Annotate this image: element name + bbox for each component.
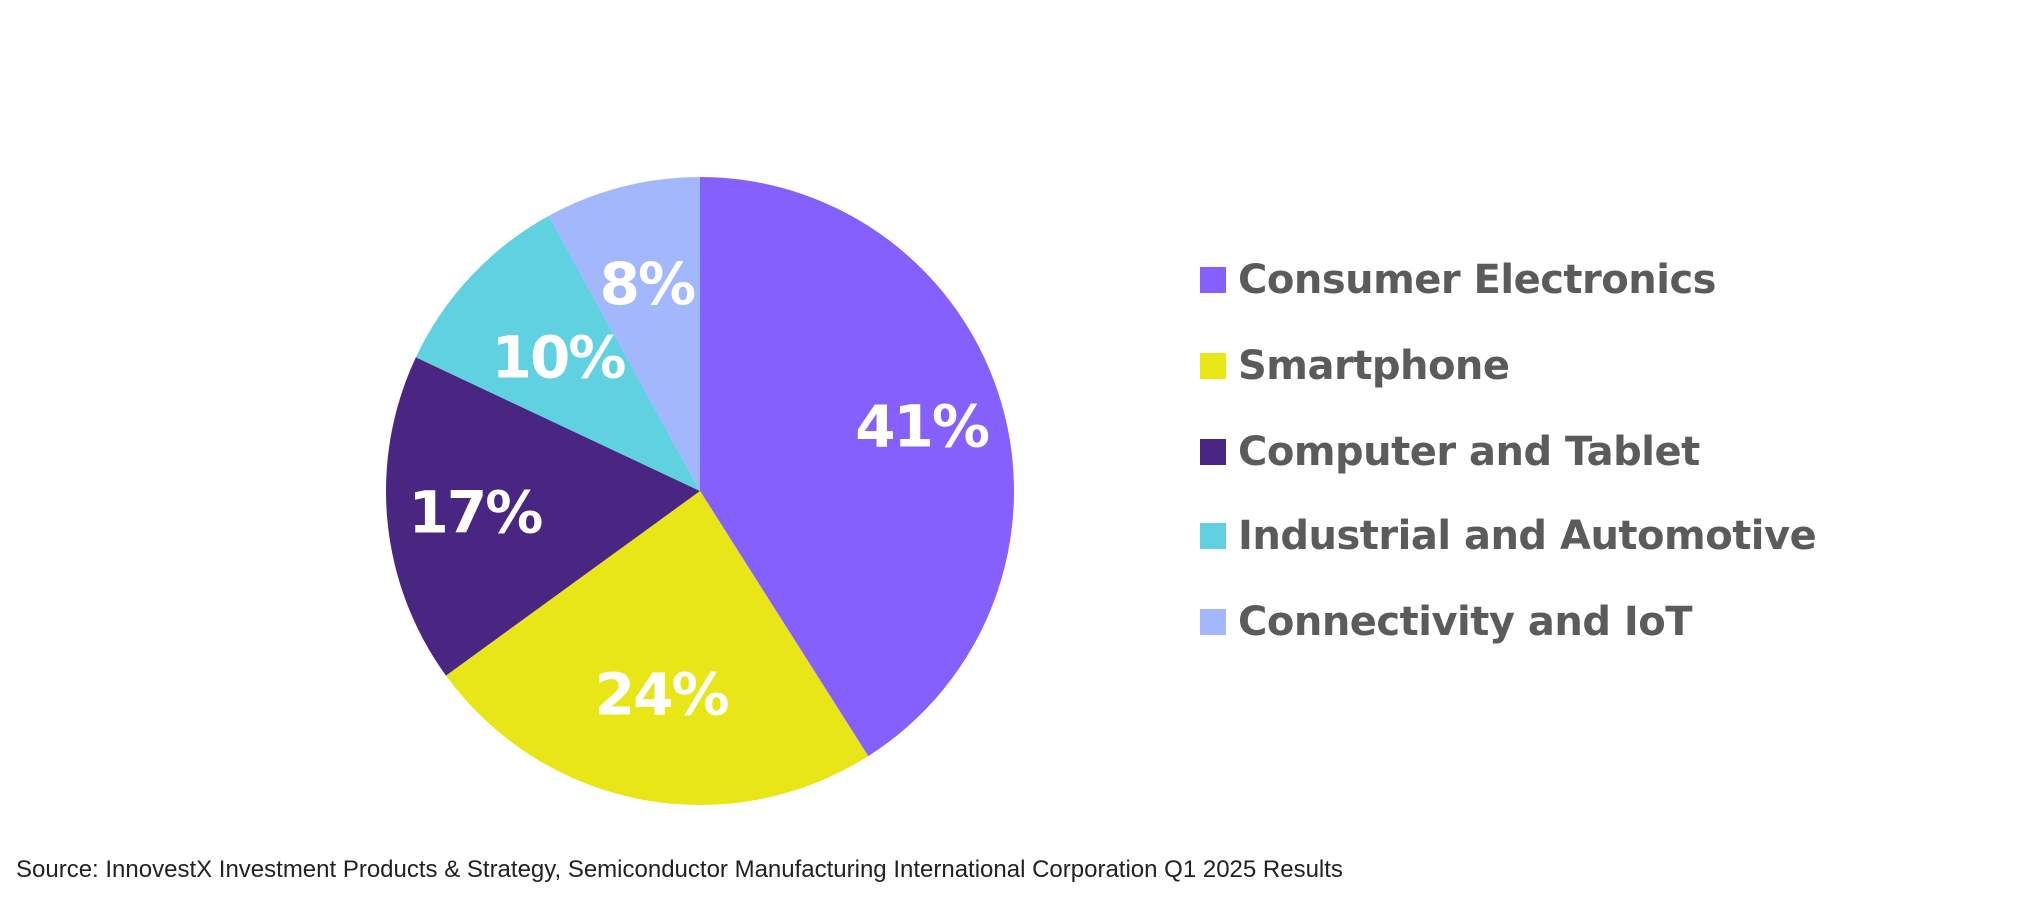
legend-swatch bbox=[1200, 267, 1226, 293]
legend-item-computer-and-tablet: Computer and Tablet bbox=[1200, 422, 1700, 482]
pie-chart: 41% 24% 17% 10%8% bbox=[386, 177, 1015, 805]
pie-slice-computer-and-tablet bbox=[386, 357, 700, 676]
legend-item-industrial-and-automotive: Industrial and Automotive bbox=[1200, 506, 1817, 566]
pie-slice-industrial-and-automotive bbox=[415, 215, 700, 491]
legend-label: Connectivity and IoT bbox=[1238, 599, 1693, 645]
legend-swatch bbox=[1200, 523, 1226, 549]
pie-slice-smartphone bbox=[445, 491, 869, 805]
legend-label: Smartphone bbox=[1238, 343, 1510, 389]
source-note: Source: InnovestX Investment Products & … bbox=[16, 856, 1343, 883]
legend-item-consumer-electronics: Consumer Electronics bbox=[1200, 250, 1716, 310]
legend-label: Consumer Electronics bbox=[1238, 257, 1716, 303]
legend-swatch bbox=[1200, 609, 1226, 635]
legend-swatch bbox=[1200, 353, 1226, 379]
legend-label: Industrial and Automotive bbox=[1238, 513, 1817, 559]
data-label-connectivity-and-iot: 8% bbox=[600, 250, 695, 318]
legend-label: Computer and Tablet bbox=[1238, 429, 1700, 475]
pie-slice-connectivity-and-iot bbox=[548, 177, 700, 491]
legend-swatch bbox=[1200, 439, 1226, 465]
legend-item-connectivity-and-iot: Connectivity and IoT bbox=[1200, 592, 1693, 652]
data-label-industrial-and-automotive: 10% bbox=[492, 324, 626, 392]
data-label-smartphone: 24% bbox=[595, 661, 729, 729]
legend-item-smartphone: Smartphone bbox=[1200, 336, 1510, 396]
pie-slice-consumer-electronics bbox=[700, 177, 1015, 757]
data-label-computer-and-tablet: 17% bbox=[409, 478, 543, 546]
data-label-consumer-electronics: 41% bbox=[855, 393, 989, 461]
